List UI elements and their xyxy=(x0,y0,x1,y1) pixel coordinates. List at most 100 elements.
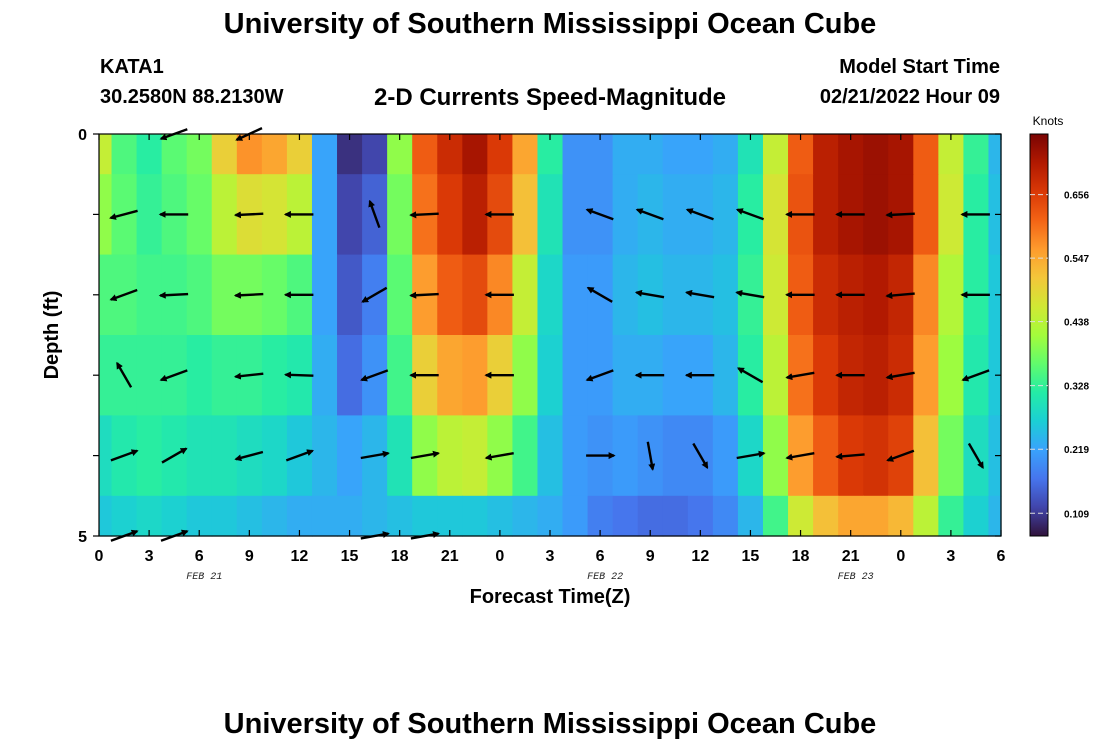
heatmap-cell xyxy=(662,495,689,537)
heatmap-cell xyxy=(462,415,488,497)
current-vector xyxy=(736,450,766,460)
current-vector xyxy=(233,211,264,219)
current-vector xyxy=(961,369,990,382)
heatmap-cell xyxy=(863,335,889,416)
colorbar-tick-label: 0.547 xyxy=(1064,254,1089,265)
heatmap-cell xyxy=(988,495,1002,537)
heatmap-cell xyxy=(337,495,363,537)
current-vector xyxy=(885,292,915,300)
heatmap-cell xyxy=(337,335,363,416)
plot-title: 2-D Currents Speed-Magnitude xyxy=(373,84,727,111)
current-vector xyxy=(410,531,440,540)
heatmap-cell xyxy=(99,174,113,256)
heatmap-cell xyxy=(211,415,238,497)
heatmap-cell xyxy=(161,134,188,175)
heatmap-cell xyxy=(387,174,413,256)
x-tick-label: 0 xyxy=(896,548,905,565)
main-title: University of Southern Mississippi Ocean… xyxy=(223,8,877,40)
heatmap-cell xyxy=(913,174,939,256)
current-vector xyxy=(635,208,664,221)
x-tick-label: 18 xyxy=(391,548,409,565)
heatmap-cell xyxy=(888,134,914,175)
heatmap-cell xyxy=(286,495,313,537)
heatmap-cell xyxy=(186,174,213,256)
heatmap-cell xyxy=(387,134,413,175)
heatmap-cell xyxy=(211,495,238,537)
heatmap-cell xyxy=(788,134,814,175)
current-vector xyxy=(234,450,264,462)
current-vector xyxy=(646,441,656,471)
heatmap-cell xyxy=(537,174,564,256)
heatmap-cell xyxy=(637,495,664,537)
heatmap-cell xyxy=(612,254,639,336)
heatmap-cell xyxy=(437,495,463,537)
colorbar: Knots 0.109 0.219 0.328 0.438 0.547 0.656 xyxy=(1029,114,1089,537)
current-vector xyxy=(409,211,439,219)
current-vector xyxy=(285,449,315,462)
current-vector xyxy=(361,286,388,303)
current-vector xyxy=(967,442,984,469)
x-tick-label: 15 xyxy=(341,548,359,565)
current-vector xyxy=(161,447,188,464)
heatmap-cell xyxy=(512,134,539,175)
heatmap-cell xyxy=(813,415,839,497)
heatmap-cell xyxy=(99,335,113,416)
colorbar-tick-label: 0.656 xyxy=(1064,191,1089,202)
x-tick-label: 0 xyxy=(95,548,104,565)
heatmap-cell xyxy=(512,174,539,256)
heatmap-cell xyxy=(712,134,739,175)
heatmap-cell xyxy=(512,254,539,336)
heatmap-cell xyxy=(687,495,714,537)
heatmap-cell xyxy=(462,254,488,336)
heatmap-cell xyxy=(612,495,639,537)
heatmap-cell xyxy=(913,495,939,537)
heatmap-cell xyxy=(111,134,138,175)
heatmap-cell xyxy=(311,415,338,497)
y-axis-label: Depth (ft) xyxy=(41,291,63,380)
heatmap-cell xyxy=(612,335,639,416)
heatmap-cell xyxy=(913,254,939,336)
heatmap-cell xyxy=(562,495,589,537)
x-tick-label: 9 xyxy=(245,548,254,565)
heatmap-cells xyxy=(99,134,1002,537)
heatmap-cell xyxy=(387,415,413,497)
heatmap-cell xyxy=(888,495,914,537)
heatmap-cell xyxy=(938,495,965,537)
x-tick-label: 6 xyxy=(596,548,605,565)
station-coordinates: 30.2580N 88.2130W xyxy=(100,86,284,108)
heatmap-cell xyxy=(938,415,965,497)
heatmap-cell xyxy=(562,134,589,175)
heatmap-cell xyxy=(938,134,965,175)
heatmap-cell xyxy=(186,495,213,537)
current-vector xyxy=(360,450,390,460)
heatmap-cell xyxy=(813,495,839,537)
x-tick-label: 9 xyxy=(646,548,655,565)
current-vector xyxy=(110,449,139,462)
heatmap-cell xyxy=(662,254,689,336)
heatmap-cell xyxy=(186,134,213,175)
colorbar-title: Knots xyxy=(1033,114,1064,128)
heatmap-cell xyxy=(437,174,463,256)
heatmap-cell xyxy=(362,134,388,175)
heatmap-cell xyxy=(863,495,889,537)
heatmap-cell xyxy=(161,495,188,537)
x-tick-label: 3 xyxy=(546,548,555,565)
x-date-label: FEB 23 xyxy=(838,572,874,583)
heatmap-cell xyxy=(612,415,639,497)
heatmap-cell xyxy=(261,174,288,256)
heatmap-cell xyxy=(913,415,939,497)
x-tick-label: 12 xyxy=(691,548,709,565)
heatmap-cell xyxy=(337,134,363,175)
current-vector xyxy=(886,449,915,462)
current-vectors xyxy=(109,127,990,542)
heatmap-cell xyxy=(913,335,939,416)
current-vector xyxy=(585,208,614,221)
heatmap-cell xyxy=(311,335,338,416)
heatmap-cell xyxy=(612,174,639,256)
heatmap-cell xyxy=(762,415,789,497)
heatmap-cell xyxy=(387,254,413,336)
heatmap-cell xyxy=(537,254,564,336)
current-vector xyxy=(159,369,188,382)
heatmap-cell xyxy=(136,335,163,416)
colorbar-ticks: 0.109 0.219 0.328 0.438 0.547 0.656 xyxy=(1030,191,1089,520)
